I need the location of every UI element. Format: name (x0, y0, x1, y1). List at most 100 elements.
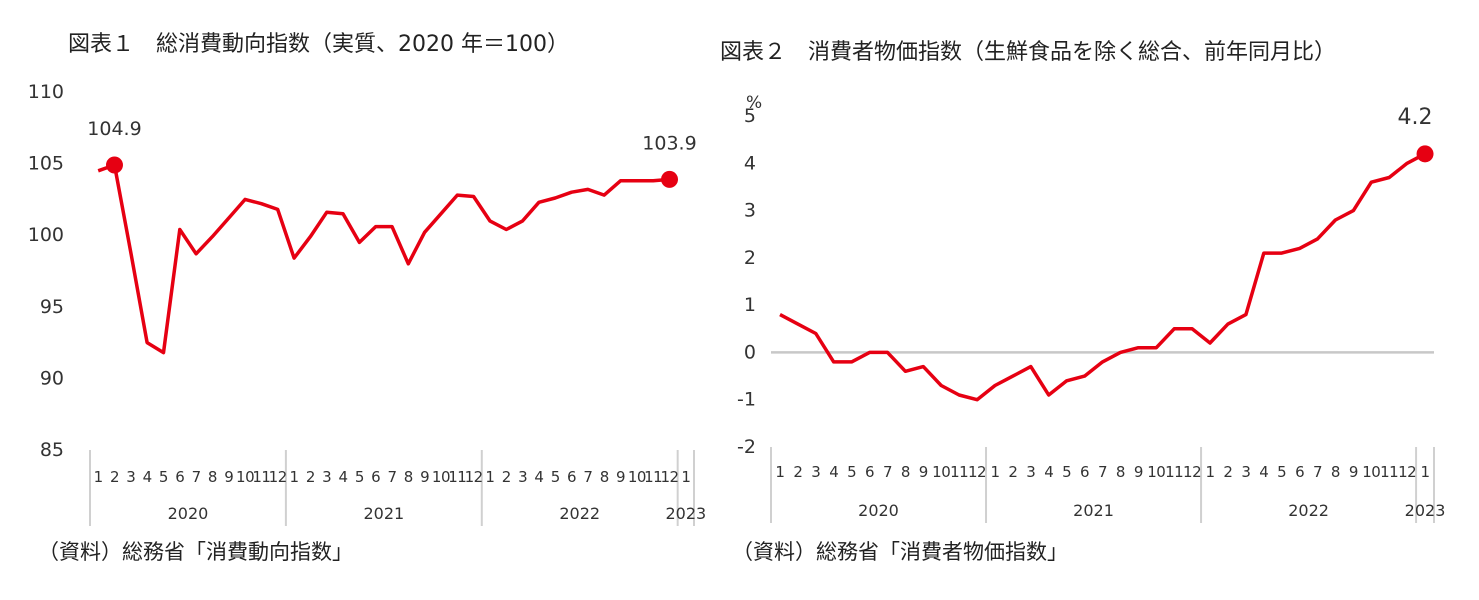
x-tick-label: 4 (339, 468, 348, 486)
x-tick-label: 10 (628, 468, 646, 486)
y-tick-label: 0 (744, 341, 756, 363)
y-unit-label: % (746, 93, 762, 113)
x-tick-label: 10 (236, 468, 254, 486)
x-tick-label: 11 (1380, 463, 1398, 481)
x-tick-label: 12 (269, 468, 287, 486)
x-year-label: 2023 (665, 504, 706, 523)
y-tick-label: 1 (744, 294, 756, 316)
x-tick-label: 6 (1295, 463, 1304, 481)
chart-source: （資料）総務省「消費動向指数」 (38, 540, 353, 564)
x-tick-label: 12 (1398, 463, 1416, 481)
x-tick-label: 2 (306, 468, 315, 486)
x-tick-label: 2 (1223, 463, 1232, 481)
x-tick-label: 6 (567, 468, 576, 486)
x-tick-label: 5 (159, 468, 168, 486)
x-tick-label: 12 (660, 468, 678, 486)
x-year-label: 2023 (1405, 501, 1446, 520)
x-tick-label: 1 (290, 468, 299, 486)
y-tick-label: 90 (40, 367, 64, 389)
y-tick-label: 4 (744, 152, 756, 174)
x-tick-label: 6 (1080, 463, 1089, 481)
y-tick-label: 5 (744, 105, 756, 127)
x-tick-label: 2 (1008, 463, 1017, 481)
x-tick-label: 4 (534, 468, 543, 486)
x-tick-label: 9 (1134, 463, 1143, 481)
y-tick-label: 3 (744, 200, 756, 222)
x-tick-label: 3 (126, 468, 135, 486)
x-tick-label: 10 (1362, 463, 1380, 481)
x-tick-label: 11 (950, 463, 968, 481)
x-tick-label: 4 (1259, 463, 1268, 481)
x-year-label: 2021 (1073, 501, 1114, 520)
x-tick-label: 9 (224, 468, 233, 486)
x-tick-label: 6 (175, 468, 184, 486)
data-label: 4.2 (1398, 105, 1433, 130)
chart-panel-consumption: 図表１ 総消費動向指数（実質、2020 年＝100） 85 90 95 100 105 1… (0, 0, 712, 600)
x-tick-label: 2 (793, 463, 802, 481)
x-tick-label: 3 (1241, 463, 1250, 481)
x-tick-label: 1 (94, 468, 103, 486)
x-tick-label: 8 (600, 468, 609, 486)
data-label: 104.9 (87, 118, 141, 140)
x-year-label: 2020 (168, 504, 209, 523)
x-tick-label: 10 (432, 468, 450, 486)
x-tick-label: 4 (1044, 463, 1053, 481)
x-tick-label: 8 (1116, 463, 1125, 481)
x-tick-label: 6 (865, 463, 874, 481)
x-tick-label: 3 (322, 468, 331, 486)
y-tick-label: 110 (28, 81, 64, 103)
chart-source: （資料）総務省「消費者物価指数」 (732, 540, 1068, 564)
x-year-label: 2021 (363, 504, 404, 523)
x-tick-label: 8 (901, 463, 910, 481)
x-tick-label: 3 (811, 463, 820, 481)
x-tick-label: 2 (110, 468, 119, 486)
x-tick-label: 1 (990, 463, 999, 481)
x-tick-label: 1 (681, 468, 690, 486)
x-tick-label: 8 (1331, 463, 1340, 481)
x-tick-label: 2 (502, 468, 511, 486)
x-tick-label: 5 (847, 463, 856, 481)
x-tick-label: 12 (1183, 463, 1201, 481)
y-tick-label: -2 (737, 436, 756, 458)
y-tick-label: 95 (40, 296, 64, 318)
data-point-marker (105, 156, 123, 174)
data-point-marker (661, 170, 679, 188)
x-tick-label: 8 (404, 468, 413, 486)
x-tick-label: 3 (518, 468, 527, 486)
x-tick-label: 7 (883, 463, 892, 481)
x-tick-label: 8 (208, 468, 217, 486)
y-tick-label: 100 (28, 224, 64, 246)
x-tick-label: 11 (252, 468, 270, 486)
x-tick-label: 7 (1313, 463, 1322, 481)
x-tick-label: 10 (1147, 463, 1165, 481)
x-year-label: 2020 (858, 501, 899, 520)
y-tick-label: -1 (737, 389, 756, 411)
y-tick-label: 85 (40, 439, 64, 461)
data-label: 103.9 (642, 132, 696, 154)
x-tick-label: 9 (919, 463, 928, 481)
x-tick-label: 1 (775, 463, 784, 481)
x-tick-label: 7 (1098, 463, 1107, 481)
x-tick-label: 9 (420, 468, 429, 486)
x-tick-label: 11 (1165, 463, 1183, 481)
y-tick-label: 105 (28, 153, 64, 175)
x-tick-label: 5 (355, 468, 364, 486)
x-tick-label: 7 (387, 468, 396, 486)
chart-title: 図表２ 消費者物価指数（生鮮食品を除く総合、前年同月比） (720, 40, 1337, 65)
x-tick-label: 10 (932, 463, 950, 481)
x-tick-label: 5 (1062, 463, 1071, 481)
x-tick-label: 11 (448, 468, 466, 486)
x-tick-label: 1 (1205, 463, 1214, 481)
chart-panel-cpi: 図表２ 消費者物価指数（生鮮食品を除く総合、前年同月比） -2 -1 0 1 2 3 4 5%… (712, 0, 1479, 600)
y-tick-label: 2 (744, 247, 756, 269)
x-tick-label: 4 (143, 468, 152, 486)
x-tick-label: 4 (829, 463, 838, 481)
x-year-label: 2022 (1288, 501, 1329, 520)
x-tick-label: 9 (616, 468, 625, 486)
x-tick-label: 12 (465, 468, 483, 486)
x-tick-label: 1 (485, 468, 494, 486)
x-tick-label: 7 (192, 468, 201, 486)
x-tick-label: 6 (371, 468, 380, 486)
data-point-marker (1416, 145, 1434, 163)
